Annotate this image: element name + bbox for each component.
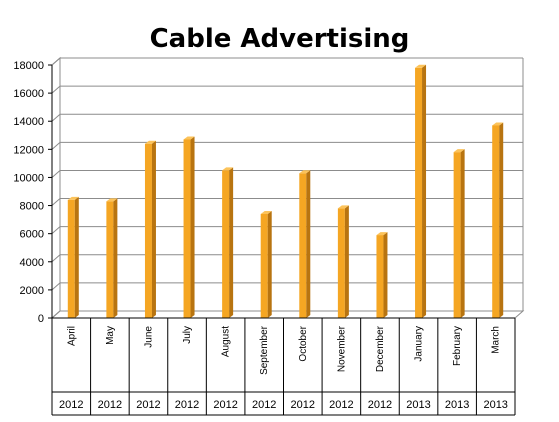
gridline	[51, 57, 523, 66]
y-tick-label: 14000	[13, 116, 44, 128]
bar-top	[299, 170, 311, 174]
bar-top	[453, 149, 465, 153]
bar-top	[492, 122, 504, 126]
x-year-label: 2012	[175, 399, 199, 411]
gridline	[51, 113, 523, 122]
y-tick-label: 2000	[20, 285, 44, 297]
y-tick-label: 4000	[20, 257, 44, 269]
bar-side	[344, 205, 349, 318]
y-tick-label: 16000	[13, 88, 44, 100]
gridline	[51, 141, 523, 150]
gridline	[51, 310, 523, 319]
bar	[183, 139, 191, 318]
y-tick-label: 18000	[13, 60, 44, 72]
gridline	[51, 226, 523, 235]
bar-side	[460, 149, 465, 318]
chart-title: Cable Advertising	[149, 24, 410, 54]
bar-top	[144, 140, 156, 144]
x-year-label: 2012	[136, 399, 160, 411]
bar-top	[67, 196, 79, 200]
y-tick-label: 0	[38, 313, 44, 325]
bar	[337, 208, 345, 318]
bar-side	[151, 140, 156, 318]
y-tick-label: 12000	[13, 144, 44, 156]
bar	[260, 213, 268, 318]
bar-top	[183, 136, 195, 140]
bar	[106, 201, 114, 318]
x-category-label: February	[452, 326, 463, 366]
bar	[376, 235, 384, 318]
x-year-label: 2012	[252, 399, 276, 411]
x-category-label: March	[491, 326, 502, 354]
x-year-label: 2013	[483, 399, 507, 411]
x-year-label: 2012	[329, 399, 353, 411]
x-year-label: 2013	[445, 399, 469, 411]
bar-side	[113, 198, 118, 318]
x-category-label: December	[375, 325, 386, 372]
bar-side	[383, 232, 388, 318]
bar-top	[376, 232, 388, 236]
bar-side	[422, 64, 427, 318]
x-category-label: April	[66, 326, 77, 346]
x-category-label: August	[221, 326, 232, 357]
bar	[299, 173, 307, 318]
x-category-label: July	[182, 326, 193, 344]
y-tick-label: 8000	[20, 201, 44, 213]
y-tick-label: 6000	[20, 229, 44, 241]
bar-side	[229, 167, 234, 318]
x-category-label: June	[143, 326, 154, 348]
bar-top	[337, 205, 349, 209]
bar-top	[106, 198, 118, 202]
bar	[415, 67, 423, 318]
bar-side	[74, 196, 79, 318]
gridline	[51, 169, 523, 178]
bar-top	[260, 210, 272, 214]
gridline	[51, 85, 523, 94]
x-category-label: October	[298, 325, 309, 361]
bar-side	[499, 122, 504, 318]
x-year-label: 2012	[213, 399, 237, 411]
bar-top	[415, 64, 427, 68]
bar-side	[267, 210, 272, 318]
gridline	[51, 198, 523, 206]
x-year-label: 2012	[291, 399, 315, 411]
bar-side	[190, 136, 195, 318]
gridline	[51, 282, 523, 291]
x-year-label: 2012	[98, 399, 122, 411]
floor	[50, 310, 525, 319]
x-category-label: November	[336, 325, 347, 372]
x-category-label: January	[414, 326, 425, 362]
bar	[144, 143, 152, 318]
bar-side	[306, 170, 311, 318]
bar	[492, 125, 500, 318]
gridline	[51, 254, 523, 263]
left-wall	[51, 56, 61, 320]
bar	[453, 152, 461, 318]
x-category-label: September	[259, 325, 270, 375]
bar	[67, 199, 75, 318]
bar-top	[222, 167, 234, 171]
x-year-label: 2013	[406, 399, 430, 411]
x-year-label: 2012	[59, 399, 83, 411]
x-year-label: 2012	[368, 399, 392, 411]
bar	[222, 170, 230, 318]
x-category-label: May	[105, 326, 116, 345]
y-tick-label: 10000	[13, 172, 44, 184]
